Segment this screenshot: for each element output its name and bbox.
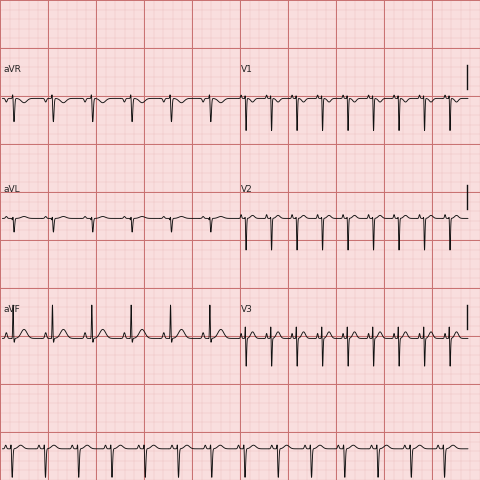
Text: V1: V1 — [241, 65, 253, 74]
Text: aVR: aVR — [4, 65, 22, 74]
Text: aVF: aVF — [4, 305, 21, 314]
Text: V3: V3 — [241, 305, 253, 314]
Text: aVL: aVL — [4, 185, 21, 194]
Text: V2: V2 — [241, 185, 252, 194]
